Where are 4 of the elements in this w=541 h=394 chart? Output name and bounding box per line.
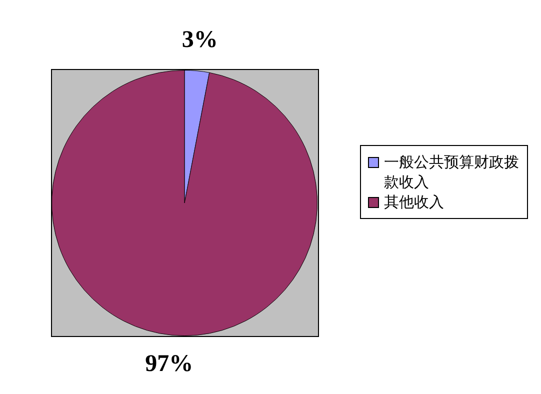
data-label: 97% [145, 351, 194, 378]
data-label: 3% [182, 27, 218, 54]
legend-label: 一般公共预算财政拨款收入 [384, 152, 520, 192]
legend-label: 其他收入 [384, 192, 444, 212]
